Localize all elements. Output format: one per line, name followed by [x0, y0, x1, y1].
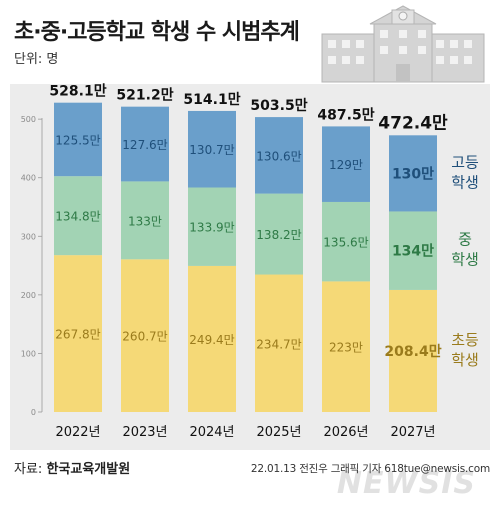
segment-value-label: 135.6만 [323, 236, 368, 250]
legend-series-label: 초등 [451, 331, 479, 349]
segment-value-label: 208.4만 [384, 344, 441, 360]
bar-segment [54, 176, 102, 256]
segment-value-label: 134.8만 [55, 210, 100, 224]
unit-label: 단위: 명 [14, 52, 59, 67]
bar-segment [389, 135, 437, 212]
x-category-label: 2023년 [122, 425, 167, 440]
segment-value-label: 130만 [392, 166, 434, 182]
segment-value-label: 249.4만 [189, 333, 234, 347]
segment-value-label: 127.6만 [122, 138, 167, 152]
bar-segment [188, 265, 236, 412]
total-value-label: 472.4만 [378, 113, 448, 133]
segment-value-label: 133만 [128, 214, 162, 228]
bar-segment [389, 289, 437, 412]
bar-segment [255, 274, 303, 412]
segment-value-label: 260.7만 [122, 330, 167, 344]
bar-segment [188, 187, 236, 266]
bar-segment [389, 211, 437, 290]
segment-value-label: 125.5만 [55, 133, 100, 147]
legend-series-label: 학생 [451, 173, 479, 191]
y-tick-label: 200 [21, 291, 36, 300]
bar-segment [54, 255, 102, 412]
bar-segment [322, 201, 370, 282]
y-tick-label: 0 [31, 408, 36, 417]
total-value-label: 503.5만 [250, 98, 307, 114]
legend-series-label: 학생 [451, 351, 479, 369]
source-label: 자료: [14, 462, 47, 477]
segment-value-label: 130.6만 [256, 149, 301, 163]
y-tick-label: 500 [21, 115, 36, 124]
y-tick-label: 300 [21, 232, 36, 241]
bar-segment [255, 193, 303, 275]
x-category-label: 2025년 [256, 425, 301, 440]
legend-series-label: 고등 [451, 153, 479, 171]
segment-value-label: 267.8만 [55, 328, 100, 342]
x-category-label: 2022년 [55, 425, 100, 440]
page-title: 초·중·고등학교 학생 수 시범추계 [14, 20, 300, 45]
segment-value-label: 134만 [392, 244, 434, 260]
bar-segment [54, 102, 102, 177]
x-category-label: 2024년 [189, 425, 234, 440]
x-category-label: 2027년 [390, 425, 435, 440]
bar-segment [188, 110, 236, 188]
y-tick-label: 100 [21, 349, 36, 358]
segment-value-label: 133.9만 [189, 221, 234, 235]
bar-segment [322, 126, 370, 202]
school-building-icon [321, 5, 485, 83]
total-value-label: 528.1만 [49, 84, 106, 100]
bar-segment [121, 181, 169, 260]
segment-value-label: 234.7만 [256, 337, 301, 351]
total-value-label: 521.2만 [116, 88, 173, 104]
newsis-watermark: NEWSIS [336, 466, 476, 501]
total-value-label: 514.1만 [183, 92, 240, 108]
total-value-label: 487.5만 [317, 107, 374, 123]
source-note: 자료: 한국교육개발원 [14, 458, 130, 477]
segment-value-label: 138.2만 [256, 228, 301, 242]
bar-segment [121, 106, 169, 182]
bar-segment [121, 259, 169, 412]
segment-value-label: 223만 [329, 341, 363, 355]
segment-value-label: 129만 [329, 158, 363, 172]
bar-segment [255, 117, 303, 194]
segment-value-label: 130.7만 [189, 143, 234, 157]
x-category-label: 2026년 [323, 425, 368, 440]
legend-series-label: 학생 [451, 251, 479, 269]
bar-segment [322, 281, 370, 412]
source-name: 한국교육개발원 [46, 462, 131, 477]
legend-series-label: 중 [458, 231, 472, 249]
y-tick-label: 400 [21, 174, 36, 183]
graphic-credit: 22.01.13 전진우 그래픽 기자 618tue@newsis.com [250, 463, 490, 475]
